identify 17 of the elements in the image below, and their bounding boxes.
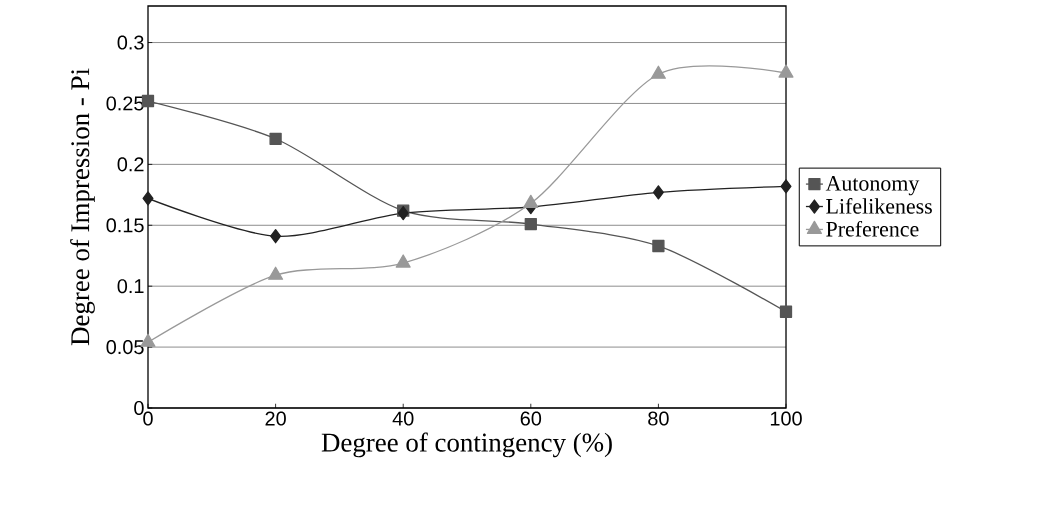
legend-label: Autonomy — [825, 176, 920, 196]
y-tick-label: 0.3 — [117, 35, 144, 50]
y-tick-label: 0.25 — [106, 96, 144, 111]
y-tick-label: 0.15 — [106, 218, 144, 233]
x-tick-label: 100 — [770, 411, 802, 426]
y-tick-label: 0.1 — [117, 279, 144, 294]
x-tick-label: 80 — [648, 411, 669, 426]
y-axis-title: Degree of Impression - Pi — [70, 68, 95, 346]
legend-label: Lifelikeness — [826, 198, 932, 214]
x-tick-label: 60 — [520, 411, 542, 426]
x-tick-label: 40 — [392, 411, 414, 426]
y-tick-label: 0.05 — [106, 340, 144, 355]
y-tick-label: 0 — [134, 400, 144, 416]
x-tick-label: 20 — [265, 411, 286, 426]
y-tick-label: 0.2 — [117, 157, 144, 172]
legend-label: Preference — [826, 220, 919, 237]
x-axis-title: Degree of contingency (%) — [321, 432, 612, 458]
